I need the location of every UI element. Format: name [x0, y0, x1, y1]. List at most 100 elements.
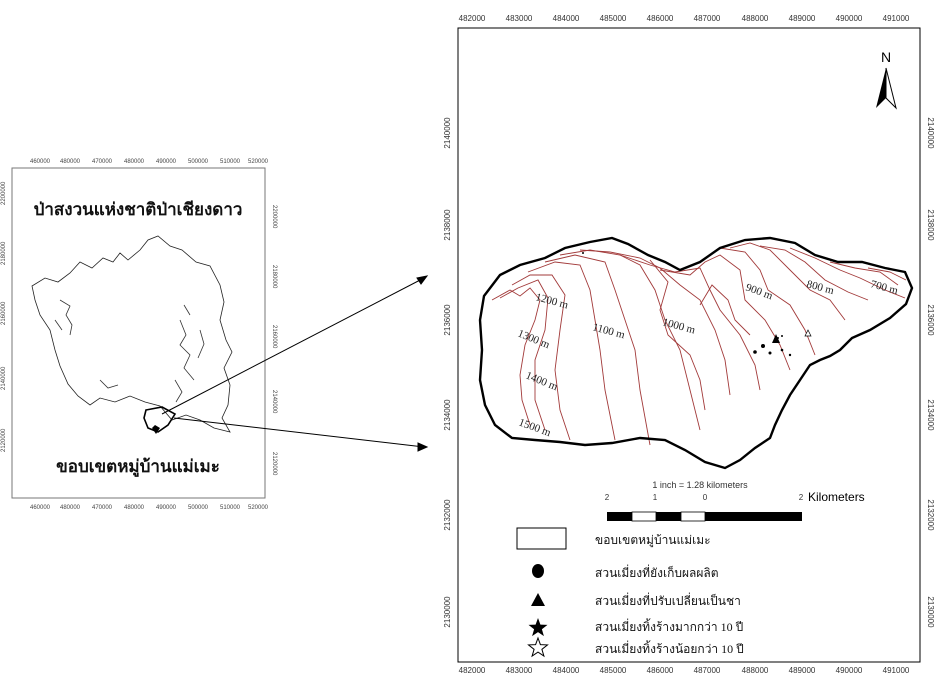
scale-unit: Kilometers [808, 490, 865, 504]
hollow-star-icon [527, 636, 549, 658]
scale-text: 1 inch = 1.28 kilometers [652, 480, 748, 490]
forest-reserve-outline [31, 235, 233, 433]
triangle-icon [804, 329, 812, 337]
garden-markers [582, 252, 812, 357]
legend-label: สวนเมี่ยงทิ้งร้างน้อยกว่า 10 ปี [595, 640, 744, 656]
arrow-head-icon [417, 442, 429, 452]
inset-y-tick: 2200000 [1, 181, 7, 205]
inset-x-tick: 480000 [60, 159, 81, 165]
main-y-tick: 2136000 [443, 304, 452, 336]
inset-y-tick: 2120000 [271, 452, 277, 476]
village-boundary [478, 236, 914, 470]
main-x-ticks-top: 482000 483000 484000 485000 486000 48700… [459, 14, 910, 23]
inset-y-tick: 2160000 [271, 325, 277, 349]
inset-x-tick: 510000 [220, 505, 241, 511]
inset-village-boundary [143, 406, 177, 433]
inset-x-tick: 520000 [248, 159, 269, 165]
inset-x-tick: 470000 [92, 505, 113, 511]
inset-y-tick: 2180000 [271, 265, 277, 289]
inset-x-tick: 520000 [248, 505, 269, 511]
inset-y-tick: 2200000 [271, 205, 277, 229]
north-arrow-icon: N [876, 49, 897, 110]
inset-x-ticks-top: 460000 480000 470000 480000 490000 50000… [30, 159, 269, 165]
main-x-tick: 487000 [694, 14, 721, 23]
legend-label: สวนเมี่ยงที่ยังเก็บผลผลิต [595, 564, 719, 580]
legend-label: สวนเมี่ยงทิ้งร้างมากกว่า 10 ปี [595, 618, 743, 634]
circle-icon [532, 564, 544, 578]
main-x-tick: 483000 [506, 666, 533, 675]
inset-x-tick: 510000 [220, 159, 241, 165]
inset-star-icon [152, 425, 160, 434]
legend-label: สวนเมี่ยงที่ปรับเปลี่ยนเป็นชา [595, 592, 741, 608]
legend: ขอบเขตหมู่บ้านแม่เมะ สวนเมี่ยงที่ยังเก็บ… [516, 527, 744, 658]
inset-y-ticks-right: 2200000 2180000 2160000 2140000 2120000 [271, 205, 277, 476]
main-x-tick: 486000 [647, 14, 674, 23]
inset-y-tick: 2140000 [1, 366, 7, 390]
inset-x-tick: 480000 [124, 505, 145, 511]
scale-bar: 1 inch = 1.28 kilometers 2 1 0 2 Kilomet… [605, 480, 865, 522]
legend-label: ขอบเขตหมู่บ้านแม่เมะ [595, 533, 711, 548]
scale-tick: 2 [605, 493, 610, 502]
main-x-tick: 489000 [789, 14, 816, 23]
inset-x-tick: 500000 [188, 159, 209, 165]
main-x-tick: 488000 [742, 666, 769, 675]
inset-y-tick: 2180000 [1, 241, 7, 265]
main-x-tick: 482000 [459, 666, 486, 675]
circle-icon [781, 335, 783, 337]
triangle-icon [531, 593, 545, 606]
main-x-tick: 487000 [694, 666, 721, 675]
arrow-head-icon [416, 275, 429, 285]
main-x-tick: 491000 [883, 666, 910, 675]
circle-icon [753, 350, 757, 354]
circle-icon [777, 337, 779, 339]
inset-x-tick: 460000 [30, 159, 51, 165]
scale-tick: 1 [653, 493, 658, 502]
main-y-tick: 2132000 [926, 499, 935, 531]
main-x-tick: 485000 [600, 666, 627, 675]
circle-icon [768, 351, 772, 355]
main-y-tick: 2140000 [443, 117, 452, 149]
contour-lines [491, 242, 907, 446]
main-x-tick: 484000 [553, 666, 580, 675]
main-x-tick: 482000 [459, 14, 486, 23]
circle-icon [582, 252, 584, 254]
scale-tick: 0 [703, 493, 708, 502]
main-x-tick: 483000 [506, 14, 533, 23]
main-y-tick: 2138000 [926, 209, 935, 241]
main-x-tick: 490000 [836, 14, 863, 23]
circle-icon [788, 353, 792, 357]
main-y-tick: 2138000 [443, 209, 452, 241]
inset-y-ticks-left: 2200000 2180000 2160000 2140000 2120000 [1, 181, 7, 452]
inset-village-label: ขอบเขตหมู่บ้านแม่เมะ [56, 457, 220, 478]
arrow-line [173, 417, 425, 448]
inset-x-tick: 470000 [92, 159, 113, 165]
triangle-icon [772, 334, 780, 343]
scale-tick: 2 [799, 493, 804, 502]
main-x-tick: 484000 [553, 14, 580, 23]
main-y-ticks-right: 2140000 2138000 2136000 2134000 2132000 … [926, 117, 935, 628]
main-x-tick: 490000 [836, 666, 863, 675]
main-y-tick: 2130000 [926, 596, 935, 628]
inset-x-tick: 480000 [60, 505, 81, 511]
main-map-frame [457, 27, 921, 663]
inset-x-tick: 490000 [156, 159, 177, 165]
inset-title: ป่าสงวนแห่งชาติป่าเชียงดาว [34, 199, 243, 219]
main-y-tick: 2134000 [926, 399, 935, 431]
arrow-line [161, 277, 425, 415]
main-x-tick: 488000 [742, 14, 769, 23]
north-label: N [881, 49, 891, 65]
rect-icon [516, 527, 567, 550]
main-x-tick: 491000 [883, 14, 910, 23]
main-y-tick: 2140000 [926, 117, 935, 149]
main-x-ticks-bottom: 482000 483000 484000 485000 486000 48700… [459, 666, 910, 675]
circle-icon [780, 348, 784, 352]
circle-icon [761, 344, 765, 348]
main-x-tick: 485000 [600, 14, 627, 23]
inset-y-tick: 2160000 [1, 301, 7, 325]
main-x-tick: 486000 [647, 666, 674, 675]
inset-x-tick: 500000 [188, 505, 209, 511]
inset-y-tick: 2140000 [271, 390, 277, 414]
inset-x-tick: 460000 [30, 505, 51, 511]
main-y-tick: 2132000 [443, 499, 452, 531]
